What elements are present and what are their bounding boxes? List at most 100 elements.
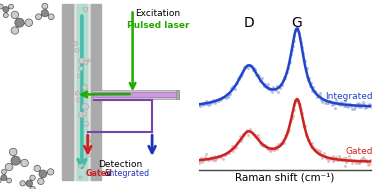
Point bbox=[247, 63, 253, 66]
Point bbox=[368, 104, 374, 107]
Point bbox=[223, 97, 229, 100]
Point bbox=[301, 125, 307, 128]
Point bbox=[369, 106, 375, 109]
Point bbox=[221, 154, 227, 157]
Point bbox=[304, 135, 310, 138]
Circle shape bbox=[39, 170, 47, 178]
Point bbox=[256, 136, 262, 139]
Point bbox=[200, 159, 206, 162]
Point bbox=[318, 154, 324, 157]
Point bbox=[200, 104, 206, 107]
Circle shape bbox=[9, 4, 14, 9]
Point bbox=[247, 128, 253, 131]
Point bbox=[190, 103, 196, 106]
Point bbox=[233, 146, 239, 149]
Point bbox=[204, 102, 210, 105]
Point bbox=[213, 98, 219, 101]
Point bbox=[316, 91, 322, 94]
Point bbox=[355, 159, 361, 162]
Point bbox=[198, 161, 204, 164]
Point bbox=[267, 88, 273, 91]
Point bbox=[330, 155, 336, 158]
Point bbox=[363, 105, 369, 108]
Circle shape bbox=[79, 176, 82, 179]
Circle shape bbox=[5, 163, 13, 171]
Circle shape bbox=[7, 178, 12, 183]
Point bbox=[324, 102, 330, 105]
Point bbox=[370, 163, 375, 166]
Point bbox=[333, 156, 339, 159]
Circle shape bbox=[1, 175, 7, 180]
Point bbox=[195, 159, 201, 162]
Circle shape bbox=[83, 7, 88, 12]
Point bbox=[250, 132, 256, 135]
Point bbox=[243, 65, 249, 68]
Point bbox=[270, 85, 276, 88]
Point bbox=[232, 87, 238, 90]
Point bbox=[186, 103, 192, 106]
Point bbox=[358, 158, 364, 161]
Point bbox=[285, 66, 291, 69]
Circle shape bbox=[41, 10, 48, 17]
Point bbox=[264, 85, 270, 88]
Point bbox=[209, 101, 215, 104]
Point bbox=[196, 162, 202, 165]
Point bbox=[235, 141, 241, 144]
Point bbox=[300, 119, 306, 122]
Point bbox=[303, 68, 309, 71]
Point bbox=[282, 133, 288, 136]
Bar bbox=[73, 4, 91, 180]
Point bbox=[274, 84, 280, 87]
Circle shape bbox=[77, 74, 81, 77]
Point bbox=[205, 102, 211, 105]
Point bbox=[213, 101, 219, 104]
Point bbox=[213, 157, 219, 160]
Point bbox=[264, 147, 270, 150]
Point bbox=[277, 86, 283, 89]
Point bbox=[208, 155, 214, 158]
Point bbox=[292, 29, 298, 32]
Point bbox=[272, 88, 278, 91]
Text: Detection: Detection bbox=[98, 160, 142, 169]
Text: Gated: Gated bbox=[86, 169, 113, 178]
Point bbox=[252, 68, 258, 71]
Point bbox=[233, 83, 239, 86]
Point bbox=[225, 94, 231, 97]
Point bbox=[254, 74, 260, 77]
Point bbox=[224, 151, 230, 154]
Point bbox=[294, 28, 300, 31]
Circle shape bbox=[3, 13, 8, 18]
Point bbox=[369, 103, 375, 106]
Point bbox=[318, 94, 324, 97]
Point bbox=[262, 86, 268, 89]
Point bbox=[305, 138, 311, 141]
Point bbox=[269, 147, 275, 150]
Point bbox=[326, 158, 332, 161]
Point bbox=[245, 67, 251, 70]
Circle shape bbox=[73, 41, 78, 46]
Point bbox=[304, 75, 310, 78]
Point bbox=[307, 142, 313, 145]
Point bbox=[206, 103, 212, 106]
Point bbox=[200, 159, 206, 162]
Point bbox=[316, 153, 322, 156]
Point bbox=[237, 74, 243, 77]
Point bbox=[303, 136, 309, 139]
Point bbox=[365, 104, 371, 107]
Point bbox=[325, 159, 331, 162]
Point bbox=[352, 160, 358, 163]
Point bbox=[349, 161, 355, 164]
Point bbox=[290, 45, 296, 48]
Point bbox=[279, 141, 285, 144]
Point bbox=[344, 105, 350, 108]
Point bbox=[290, 115, 296, 118]
Point bbox=[330, 102, 336, 105]
Point bbox=[262, 145, 268, 148]
Point bbox=[314, 95, 320, 98]
Point bbox=[289, 116, 295, 119]
Point bbox=[198, 157, 204, 160]
Point bbox=[186, 158, 192, 161]
Point bbox=[351, 159, 357, 162]
Circle shape bbox=[2, 170, 6, 174]
Point bbox=[295, 26, 301, 29]
